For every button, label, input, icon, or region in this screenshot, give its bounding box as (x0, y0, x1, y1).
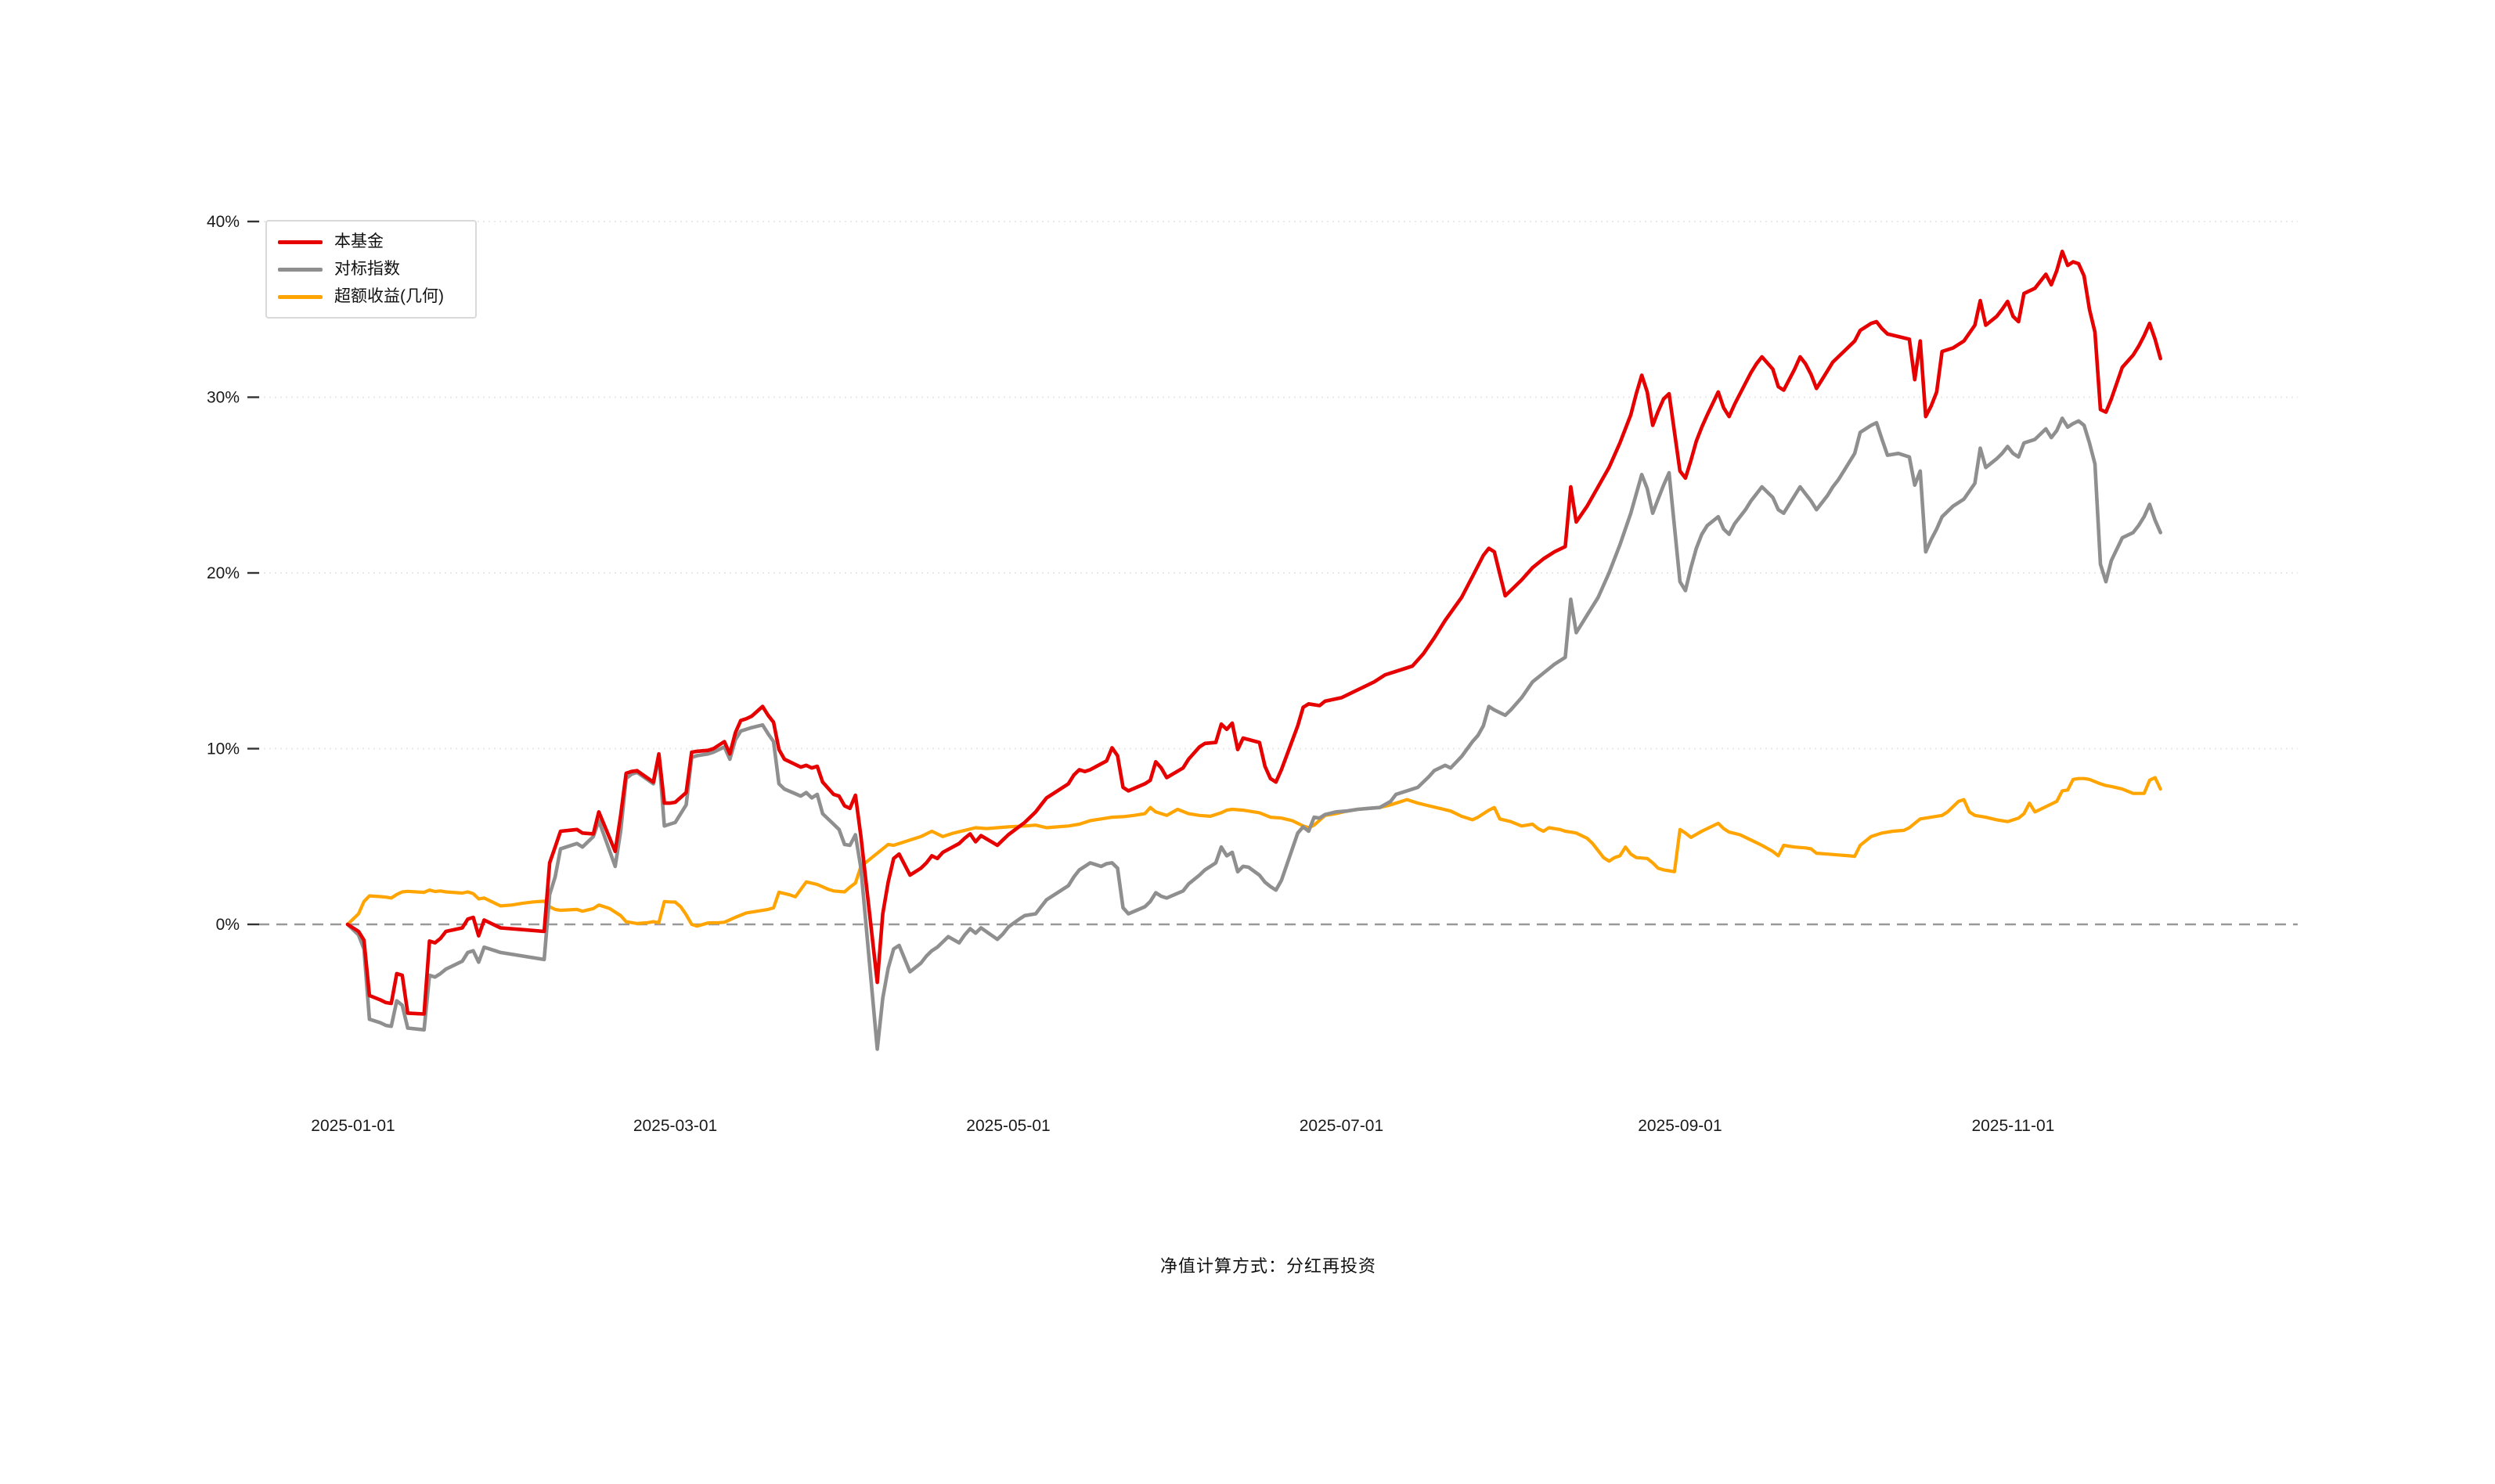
x-tick-label-2025-07-01: 2025-07-01 (1300, 1117, 1383, 1135)
x-tick-label-2025-03-01: 2025-03-01 (633, 1117, 717, 1135)
legend-label: 对标指数 (334, 260, 400, 278)
y-tick-label-20: 20% (207, 564, 240, 582)
x-tick-label-2025-09-01: 2025-09-01 (1638, 1117, 1722, 1135)
legend-label: 本基金 (334, 232, 384, 250)
y-tick-label-0: 0% (216, 916, 240, 934)
legend-label: 超额收益(几何) (334, 287, 444, 305)
legend-item-benchmark[interactable]: 对标指数 (278, 260, 463, 279)
legend-line-swatch (278, 240, 323, 244)
x-tick-label-2025-05-01: 2025-05-01 (966, 1117, 1050, 1135)
series-line-fund (345, 249, 2162, 1016)
legend-line-swatch (278, 294, 323, 299)
legend-item-excess-return[interactable]: 超额收益(几何) (278, 287, 463, 306)
x-tick-label-2025-11-01: 2025-11-01 (1971, 1117, 2054, 1135)
chart-legend: 本基金对标指数超额收益(几何) (265, 220, 477, 319)
legend-line-swatch (278, 267, 323, 272)
y-tick-label-30: 30% (207, 389, 240, 407)
nav-calculation-caption: 净值计算方式：分红再投资 (1159, 1256, 1376, 1276)
series-line-benchmark (345, 416, 2162, 1051)
y-tick-label-10: 10% (207, 740, 240, 758)
y-tick-label-40: 40% (207, 213, 240, 231)
series-line-excess-return (345, 776, 2162, 928)
legend-item-fund[interactable]: 本基金 (278, 232, 463, 251)
x-tick-label-2025-01-01: 2025-01-01 (311, 1117, 395, 1135)
